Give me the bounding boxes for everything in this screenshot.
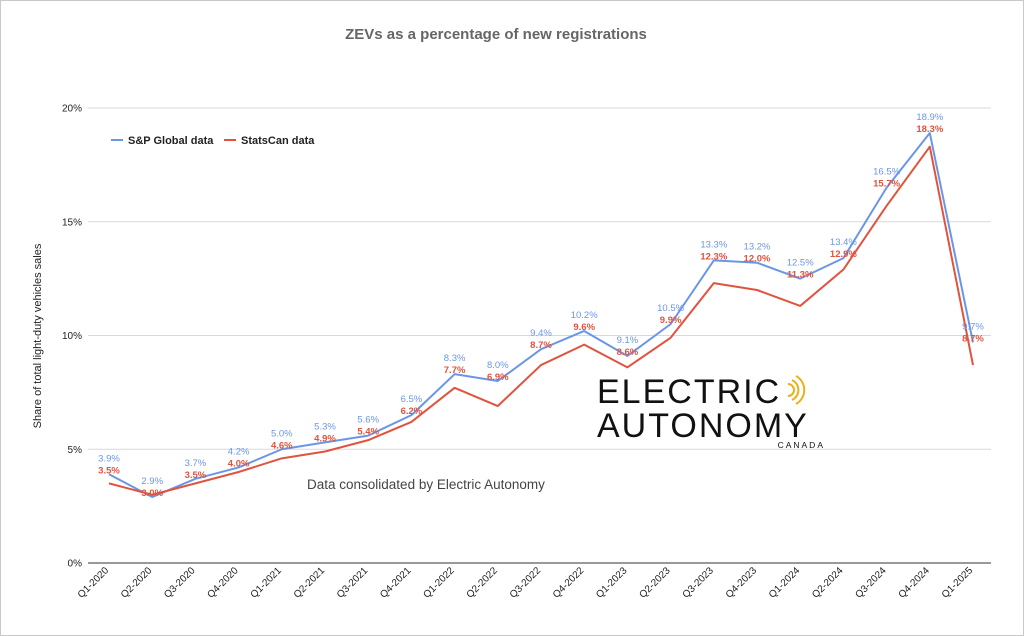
signal-waves-icon [787, 375, 806, 405]
logo-line-2: AUTONOMY [597, 407, 809, 445]
x-tick-label: Q2-2020 [119, 565, 155, 601]
y-tick-label: 15% [62, 217, 82, 228]
series-line-statscan [108, 145, 974, 496]
data-label-sp-global: 18.9% [916, 112, 943, 123]
data-label-sp-global: 10.2% [571, 310, 598, 321]
data-label-statscan: 4.0% [228, 458, 250, 469]
data-label-sp-global: 2.9% [141, 476, 163, 487]
x-tick-label: Q3-2021 [335, 565, 371, 601]
y-tick-labels: 0% 5% 10% 15% 20% [62, 104, 82, 570]
data-label-sp-global: 9.7% [962, 321, 984, 332]
data-label-statscan: 7.7% [444, 365, 466, 376]
data-label-statscan: 9.9% [660, 315, 682, 326]
y-axis-label: Share of total light-duty vehicles sales [32, 243, 44, 428]
data-label-sp-global: 5.3% [314, 421, 336, 432]
x-tick-label: Q4-2024 [897, 565, 933, 601]
data-label-statscan: 15.7% [873, 179, 900, 190]
data-label-statscan: 11.3% [787, 270, 814, 281]
data-label-statscan: 12.0% [744, 254, 771, 265]
data-label-sp-global: 9.1% [617, 335, 639, 346]
x-tick-label: Q2-2022 [465, 565, 501, 601]
gridlines [88, 107, 991, 564]
series-lines [108, 132, 974, 499]
data-label-sp-global: 4.2% [228, 446, 250, 457]
data-label-statscan: 9.6% [573, 322, 595, 333]
annotation-text: Data consolidated by Electric Autonomy [307, 477, 545, 492]
x-tick-label: Q2-2023 [637, 565, 673, 601]
data-label-sp-global: 13.3% [700, 239, 727, 250]
x-tick-label: Q2-2021 [292, 565, 328, 601]
data-label-sp-global: 8.3% [444, 353, 466, 364]
y-tick-label: 10% [62, 331, 82, 342]
chart-title: ZEVs as a percentage of new registration… [345, 26, 647, 43]
data-label-sp-global: 5.6% [357, 415, 379, 426]
data-label-sp-global: 13.2% [744, 242, 771, 253]
logo-line-3: CANADA [778, 440, 825, 450]
legend: S&P Global data StatsCan data [111, 135, 315, 147]
data-label-sp-global: 13.4% [830, 237, 857, 248]
x-tick-label: Q1-2023 [594, 565, 630, 601]
data-label-sp-global: 9.4% [530, 328, 552, 339]
x-tick-label: Q3-2022 [508, 565, 544, 601]
data-label-sp-global: 12.5% [787, 258, 814, 269]
data-label-statscan: 12.9% [830, 249, 857, 260]
logo-line-1: ELECTRIC [597, 373, 781, 411]
data-labels: 3.9%3.5%2.9%3.0%3.7%3.5%4.2%4.0%5.0%4.6%… [98, 112, 984, 499]
x-tick-label: Q3-2024 [853, 565, 889, 601]
data-label-sp-global: 10.5% [657, 303, 684, 314]
data-label-statscan: 8.7% [530, 340, 552, 351]
data-label-statscan: 4.6% [271, 440, 293, 451]
legend-label-statscan: StatsCan data [241, 135, 315, 147]
series-line-sp-global [108, 132, 974, 499]
data-label-statscan: 3.5% [185, 470, 207, 481]
x-tick-label: Q1-2024 [767, 565, 803, 601]
x-tick-label: Q3-2020 [162, 565, 198, 601]
y-tick-label: 0% [68, 559, 83, 570]
x-tick-label: Q4-2021 [378, 565, 414, 601]
electric-autonomy-logo: ELECTRIC AUTONOMY CANADA [597, 373, 825, 450]
data-label-statscan: 4.9% [314, 433, 336, 444]
data-label-sp-global: 6.5% [401, 394, 423, 405]
x-tick-label: Q1-2020 [76, 565, 112, 601]
data-label-statscan: 6.2% [401, 406, 423, 417]
data-label-sp-global: 16.5% [873, 167, 900, 178]
x-tick-label: Q1-2025 [940, 565, 976, 601]
data-label-sp-global: 3.9% [98, 453, 120, 464]
x-tick-label: Q1-2022 [421, 565, 457, 601]
x-tick-label: Q3-2023 [681, 565, 717, 601]
data-label-statscan: 18.3% [916, 124, 943, 135]
y-tick-label: 5% [68, 445, 83, 456]
data-label-statscan: 3.0% [141, 488, 163, 499]
y-tick-label: 20% [62, 104, 82, 115]
data-label-statscan: 12.3% [700, 251, 727, 262]
legend-label-sp-global: S&P Global data [128, 135, 214, 147]
x-tick-label: Q4-2020 [205, 565, 241, 601]
data-label-sp-global: 3.7% [185, 458, 207, 469]
data-label-sp-global: 8.0% [487, 360, 509, 371]
data-label-sp-global: 5.0% [271, 428, 293, 439]
data-label-statscan: 3.5% [98, 465, 120, 476]
x-tick-label: Q4-2023 [724, 565, 760, 601]
x-tick-label: Q1-2021 [249, 565, 285, 601]
x-tick-labels: Q1-2020 Q2-2020 Q3-2020 Q4-2020 Q1-2021 Q2-20… [76, 565, 976, 601]
data-label-statscan: 8.7% [962, 333, 984, 344]
data-label-statscan: 5.4% [357, 427, 379, 438]
x-tick-label: Q4-2022 [551, 565, 587, 601]
data-label-statscan: 6.9% [487, 372, 509, 383]
x-tick-label: Q2-2024 [810, 565, 846, 601]
data-label-statscan: 8.6% [617, 347, 639, 358]
